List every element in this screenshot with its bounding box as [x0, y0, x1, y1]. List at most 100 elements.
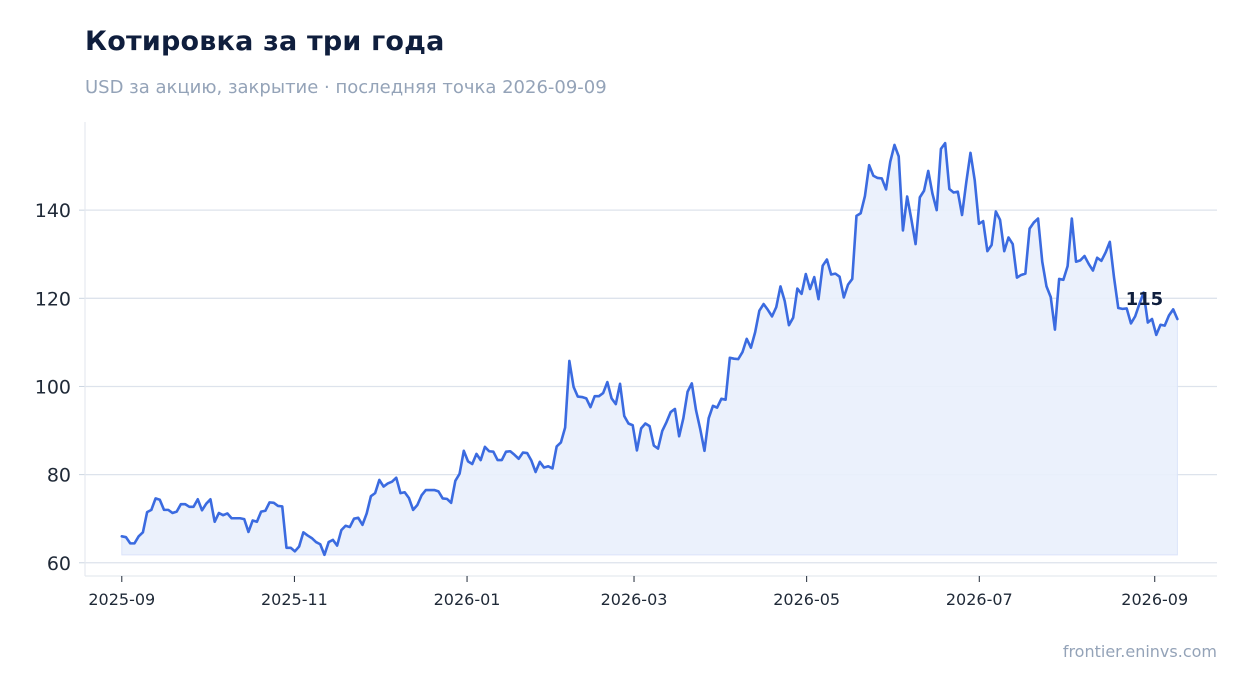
price-point: [961, 214, 963, 216]
price-point: [927, 170, 929, 172]
price-point: [463, 450, 465, 452]
price-point: [902, 229, 904, 231]
price-point: [1041, 261, 1043, 263]
price-point: [1117, 307, 1119, 309]
price-point: [142, 531, 144, 533]
price-point: [218, 512, 220, 514]
price-point: [678, 435, 680, 437]
price-point: [1147, 322, 1149, 324]
x-tick-label: 2026-03: [601, 590, 668, 609]
price-point: [944, 142, 946, 144]
price-point: [298, 545, 300, 547]
last-value-label: 115: [1126, 289, 1164, 310]
price-point: [767, 309, 769, 311]
price-point: [695, 409, 697, 411]
price-point: [948, 188, 950, 190]
price-point: [1029, 228, 1031, 230]
price-point: [488, 450, 490, 452]
price-point: [864, 195, 866, 197]
price-point: [214, 521, 216, 523]
price-point: [366, 512, 368, 514]
price-point: [725, 399, 727, 401]
price-point: [1130, 322, 1132, 324]
price-point: [497, 459, 499, 461]
price-point: [155, 497, 157, 499]
price-point: [1037, 218, 1039, 220]
price-point: [915, 243, 917, 245]
price-point: [775, 306, 777, 308]
price-point: [965, 181, 967, 183]
price-point: [687, 391, 689, 393]
price-point: [923, 190, 925, 192]
price-point: [855, 215, 857, 217]
price-point: [505, 451, 507, 453]
price-point: [898, 155, 900, 157]
price-point: [509, 450, 511, 452]
price-point: [653, 445, 655, 447]
price-point: [936, 209, 938, 211]
price-point: [378, 479, 380, 481]
price-point: [716, 407, 718, 409]
price-point: [868, 164, 870, 166]
price-point: [184, 503, 186, 505]
price-point: [906, 195, 908, 197]
price-point: [674, 408, 676, 410]
y-tick-label: 60: [47, 553, 71, 575]
price-point: [1113, 277, 1115, 279]
price-point: [758, 310, 760, 312]
price-point: [657, 448, 659, 450]
price-point: [644, 422, 646, 424]
price-point: [167, 509, 169, 511]
price-point: [231, 517, 233, 519]
x-tick-label: 2026-05: [773, 590, 840, 609]
price-point: [712, 405, 714, 407]
price-point: [682, 417, 684, 419]
x-tick-label: 2026-01: [434, 590, 501, 609]
price-point: [809, 288, 811, 290]
price-point: [484, 446, 486, 448]
price-point: [1012, 243, 1014, 245]
price-point: [383, 486, 385, 488]
price-point: [589, 406, 591, 408]
price-point: [847, 284, 849, 286]
price-line: [120, 141, 1179, 557]
price-point: [1058, 278, 1060, 280]
price-point: [703, 450, 705, 452]
price-point: [205, 503, 207, 505]
price-point: [885, 188, 887, 190]
price-point: [691, 382, 693, 384]
price-point: [416, 504, 418, 506]
price-point: [129, 542, 131, 544]
price-point: [345, 525, 347, 527]
price-point: [649, 425, 651, 427]
price-point: [598, 395, 600, 397]
price-point: [247, 531, 249, 533]
price-point: [665, 421, 667, 423]
price-point: [1164, 325, 1166, 327]
price-point: [180, 503, 182, 505]
price-point: [475, 453, 477, 455]
price-point: [1007, 236, 1009, 238]
price-point: [522, 452, 524, 454]
price-point: [1134, 315, 1136, 317]
price-point: [1176, 318, 1178, 320]
price-point: [779, 285, 781, 287]
price-point: [467, 460, 469, 462]
price-point: [492, 451, 494, 453]
price-point: [315, 541, 317, 543]
price-point: [535, 471, 537, 473]
y-tick-label: 100: [35, 376, 71, 398]
price-point: [1016, 277, 1018, 279]
price-point: [446, 498, 448, 500]
price-point: [1083, 255, 1085, 257]
price-point: [437, 490, 439, 492]
price-point: [332, 539, 334, 541]
price-point: [311, 537, 313, 539]
price-point: [623, 415, 625, 417]
price-point: [518, 458, 520, 460]
price-point: [357, 517, 359, 519]
price-point: [1121, 308, 1123, 310]
source-credit: frontier.eninvs.com: [1062, 642, 1217, 661]
price-point: [893, 144, 895, 146]
price-point: [188, 506, 190, 508]
